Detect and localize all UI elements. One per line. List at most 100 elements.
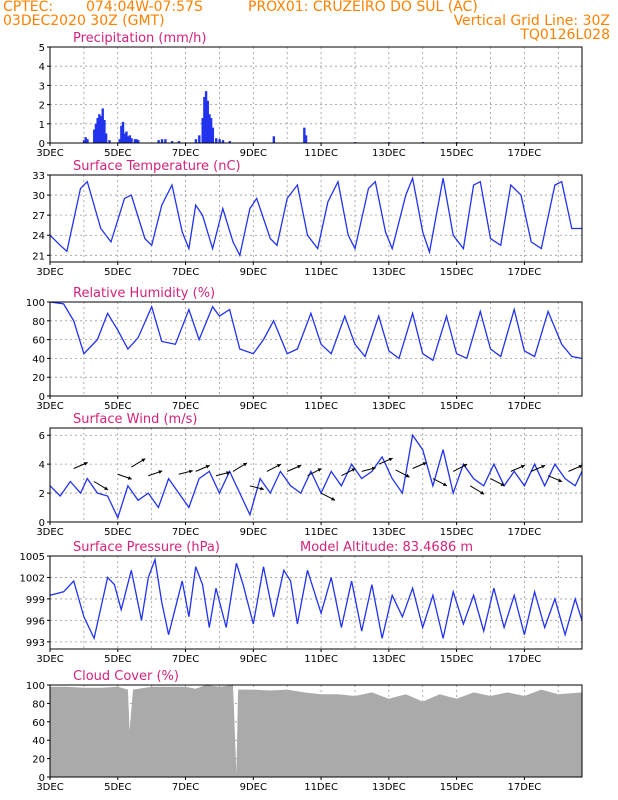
cloud-cover-x-tick-label: 17DEC — [508, 782, 542, 793]
pressure-y-tick-label: 993 — [26, 638, 45, 649]
humidity-x-tick-label: 7DEC — [172, 401, 199, 412]
precipitation-y-tick-label: 4 — [39, 62, 45, 73]
precipitation-bar — [272, 136, 276, 143]
wind-arrow-head — [226, 471, 230, 475]
header-date: 03DEC2020 30Z (GMT) — [3, 13, 165, 29]
wind-arrow-head — [520, 465, 525, 469]
temperature-y-tick-label: 24 — [32, 231, 45, 242]
humidity-y-tick-label: 100 — [26, 298, 45, 309]
wind-x-tick-label: 11DEC — [304, 527, 338, 538]
precipitation-bar — [228, 141, 231, 143]
cloud-cover-x-tick-label: 5DEC — [104, 782, 131, 793]
wind-title: Surface Wind (m/s) — [73, 412, 197, 427]
wind-x-tick-label: 13DEC — [372, 527, 406, 538]
temperature-x-tick-label: 3DEC — [36, 267, 63, 278]
wind-x-tick-label: 7DEC — [172, 527, 199, 538]
header: CPTEC: 074:04W-07:57S PROX01: CRUZEIRO D… — [0, 0, 618, 46]
pressure-y-tick-label: 1002 — [20, 573, 45, 584]
humidity-panel: 0 20 40 60 80 100 3DEC 5DEC 7DEC 9DEC 11DEC 13DEC 15… — [26, 286, 583, 412]
wind-x-tick-label: 5DEC — [104, 527, 131, 538]
cloud-cover-x-tick-label: 3DEC — [36, 782, 63, 793]
precipitation-y-tick-label: 3 — [39, 81, 45, 92]
precipitation-bar — [304, 135, 308, 143]
wind-arrow-head — [260, 486, 264, 491]
precipitation-bar — [104, 133, 108, 143]
precipitation-bar — [98, 114, 101, 143]
wind-arrow-head — [276, 464, 281, 468]
cloud-cover-panel: 0 20 40 60 80 100 3DEC 5DEC 7DEC 9DEC 11DEC 13DEC 15… — [26, 669, 583, 793]
pressure-x-tick-label: 11DEC — [304, 654, 338, 665]
humidity-x-tick-label: 5DEC — [104, 401, 131, 412]
temperature-y-tick-label: 30 — [32, 191, 45, 202]
precipitation-bar — [209, 118, 213, 143]
precipitation-bar — [201, 118, 204, 143]
wind-arrow-head — [371, 466, 376, 471]
humidity-x-tick-label: 11DEC — [304, 401, 338, 412]
humidity-x-tick-label: 3DEC — [36, 401, 63, 412]
precipitation-bar — [125, 131, 128, 143]
wind-arrow-head — [480, 490, 485, 495]
cloud-cover-y-tick-label: 20 — [32, 755, 45, 766]
pressure-x-tick-label: 17DEC — [508, 654, 542, 665]
precipitation-bar — [108, 140, 111, 143]
precipitation-bar — [194, 139, 198, 143]
wind-arrow-head — [405, 473, 410, 478]
humidity-title: Relative Humidity (%) — [73, 286, 215, 301]
precipitation-bar — [160, 139, 164, 143]
precipitation-x-tick-label: 11DEC — [304, 148, 338, 159]
cloud-cover-title: Cloud Cover (%) — [73, 669, 179, 684]
precipitation-bar — [130, 138, 133, 143]
cloud-cover-frame — [49, 684, 583, 778]
precipitation-bar — [86, 139, 89, 143]
precipitation-x-tick-label: 3DEC — [36, 148, 63, 159]
wind-x-tick-label: 3DEC — [36, 527, 63, 538]
precipitation-bar — [303, 127, 306, 143]
humidity-y-tick-label: 20 — [32, 373, 45, 384]
temperature-frame — [49, 174, 583, 263]
precipitation-panel: 0 1 2 3 4 5 3DEC 5DEC 7DEC 9DEC 11DEC 13DEC 15DEC 17D… — [36, 31, 583, 159]
pressure-x-tick-label: 9DEC — [240, 654, 267, 665]
precipitation-bar — [133, 139, 137, 143]
precipitation-bar — [157, 140, 160, 143]
pressure-panel: 993 996 999 1002 1005 3DEC 5DEC 7DEC 9DEC 11DEC 13… — [20, 540, 583, 665]
wind-arrow-head — [317, 468, 322, 472]
precipitation-y-tick-label: 0 — [39, 139, 45, 150]
precipitation-bar — [103, 119, 106, 143]
precipitation-bar — [82, 140, 86, 143]
humidity-line — [49, 301, 583, 362]
wind-frame — [49, 427, 583, 523]
precipitation-bar — [120, 125, 123, 143]
precipitation-title: Precipitation (mm/h) — [73, 31, 206, 46]
precipitation-bar — [137, 140, 140, 143]
pressure-y-tick-label: 996 — [26, 616, 45, 627]
precipitation-bar — [218, 139, 221, 143]
wind-arrow-head — [205, 465, 210, 469]
header-grid-line: Vertical Grid Line: 30Z — [453, 13, 610, 29]
cloud-cover-x-tick-label: 15DEC — [440, 782, 474, 793]
precipitation-y-tick-label: 2 — [39, 101, 45, 112]
wind-arrow-head — [127, 476, 132, 480]
precipitation-bar — [128, 135, 132, 143]
cloud-cover-area — [50, 685, 582, 777]
precipitation-bar — [208, 114, 211, 143]
precipitation-bar — [177, 141, 181, 143]
pressure-x-tick-label: 15DEC — [440, 654, 474, 665]
precipitation-bar — [170, 141, 174, 143]
humidity-x-tick-label: 15DEC — [440, 401, 474, 412]
humidity-y-tick-label: 80 — [32, 317, 45, 328]
temperature-x-tick-label: 11DEC — [304, 267, 338, 278]
wind-y-tick-label: 2 — [39, 489, 45, 500]
pressure-title: Surface Pressure (hPa) — [73, 540, 220, 555]
wind-arrow-head — [558, 478, 563, 483]
precipitation-bar — [101, 108, 104, 143]
wind-panel: 0 2 4 6 3DEC 5DEC 7DEC 9DEC 11DEC 13DEC 15DEC 17DEC… — [36, 412, 583, 538]
precipitation-bar — [198, 135, 201, 143]
precipitation-bar — [126, 136, 130, 143]
cloud-cover-y-tick-label: 60 — [32, 718, 45, 729]
wind-arrow-head — [578, 465, 583, 469]
precipitation-y-tick-label: 1 — [39, 120, 45, 131]
precipitation-bar — [94, 123, 98, 143]
temperature-line — [49, 176, 582, 258]
wind-arrow-head — [158, 470, 163, 474]
